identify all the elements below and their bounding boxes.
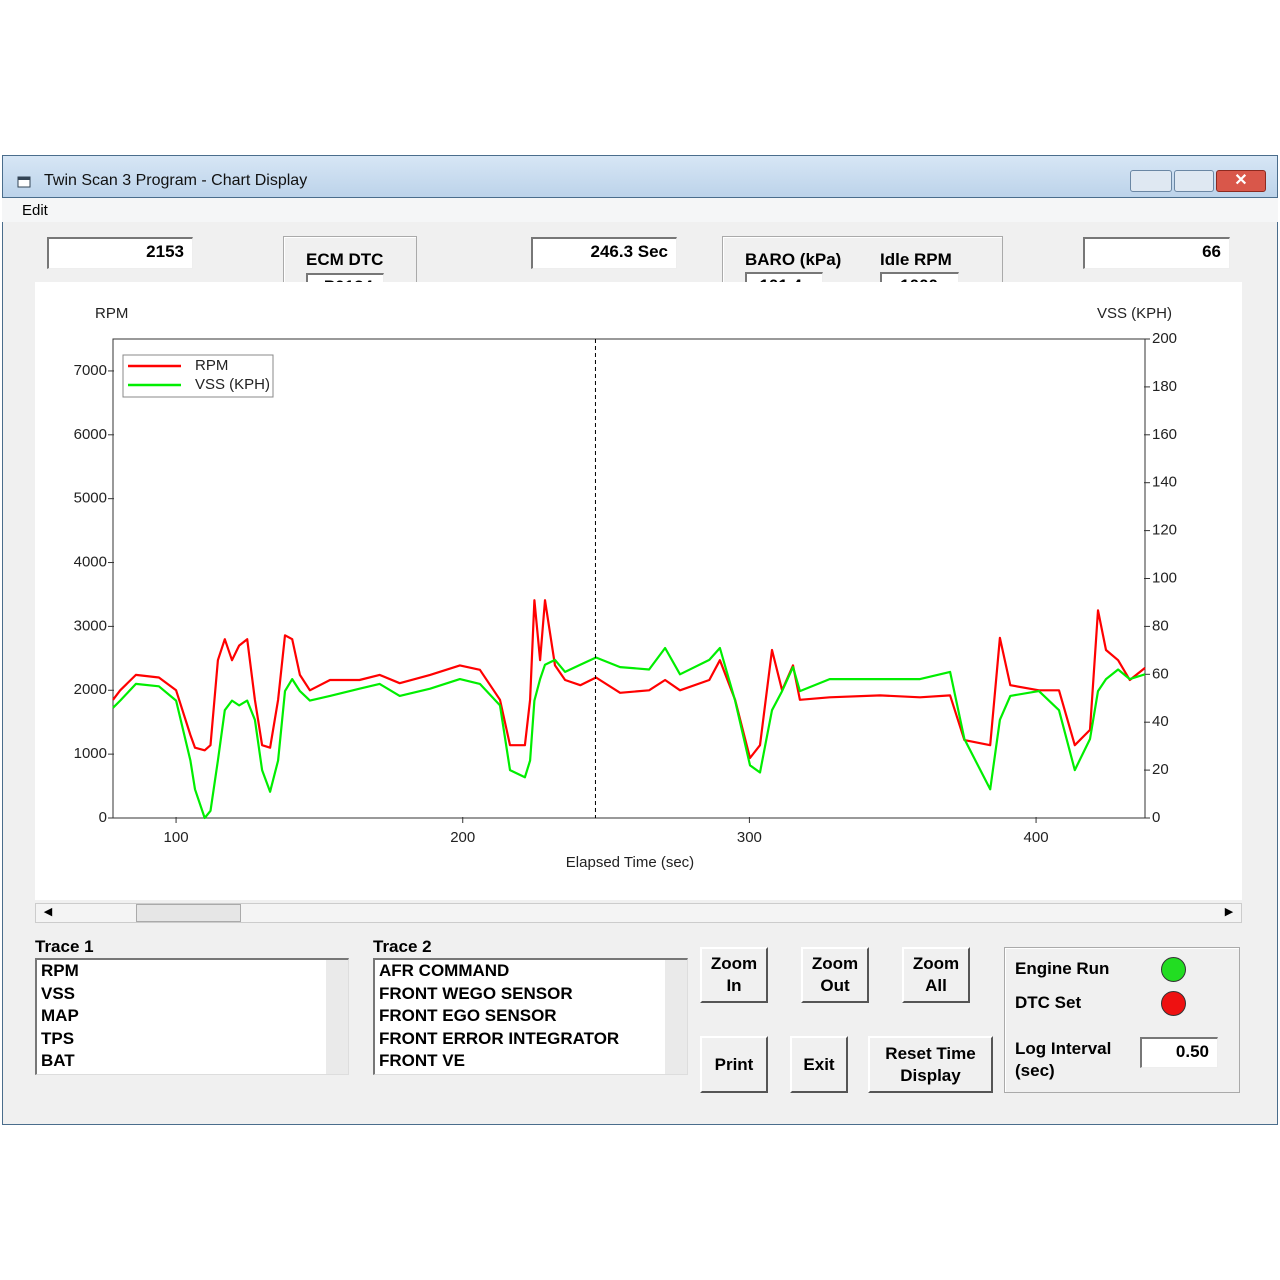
- print-button[interactable]: Print: [700, 1036, 768, 1093]
- trace1-list[interactable]: RPM VSS MAP TPS BAT: [35, 958, 349, 1075]
- list-item[interactable]: FRONT VE: [379, 1051, 465, 1070]
- list-scrollbar[interactable]: [326, 960, 348, 1074]
- maximize-button[interactable]: [1174, 170, 1214, 192]
- y-axis-label: RPM: [95, 305, 128, 322]
- scrollbar[interactable]: ◀ ▶: [35, 903, 1242, 923]
- scroll-thumb[interactable]: [136, 904, 241, 922]
- y2-tick-label: 200: [1152, 330, 1177, 347]
- y-tick-label: 4000: [74, 554, 107, 571]
- dtc-set-label: DTC Set: [1015, 993, 1082, 1012]
- list-item[interactable]: RPM: [41, 961, 79, 980]
- menu-bar: Edit: [2, 198, 1278, 222]
- x-tick-label: 300: [737, 829, 762, 846]
- exit-button[interactable]: Exit: [790, 1036, 848, 1093]
- close-button[interactable]: ✕: [1216, 170, 1266, 192]
- log-interval-input[interactable]: 0.50: [1140, 1037, 1218, 1068]
- y2-tick-label: 40: [1152, 713, 1169, 730]
- series-line: [112, 599, 1146, 760]
- list-item[interactable]: FRONT ERROR INTEGRATOR: [379, 1028, 620, 1048]
- list-scrollbar[interactable]: [665, 960, 687, 1074]
- time-readout: 246.3 Sec: [531, 237, 677, 269]
- legend-box: [122, 354, 274, 398]
- app-icon: [17, 176, 31, 188]
- list-item[interactable]: FRONT WEGO SENSOR: [379, 983, 573, 1003]
- baro-label: BARO (kPa): [745, 250, 842, 269]
- series-line: [112, 646, 1146, 820]
- legend-label: RPM: [195, 357, 228, 374]
- window-title: Twin Scan 3 Program - Chart Display: [44, 172, 308, 189]
- zoom-out-button[interactable]: Zoom Out: [801, 947, 869, 1003]
- x-tick-label: 200: [450, 829, 475, 846]
- trace1-readout: 2153: [47, 237, 193, 269]
- idle-rpm-label: Idle RPM: [880, 250, 952, 269]
- scroll-left[interactable]: ◀: [43, 906, 53, 918]
- zoom-all-button[interactable]: Zoom All: [902, 947, 970, 1003]
- status-group: [1004, 947, 1240, 1093]
- engine-run-label: Engine Run: [1015, 959, 1110, 978]
- y2-tick-label: 0: [1152, 809, 1160, 826]
- y2-tick-label: 20: [1152, 761, 1169, 778]
- y2-tick-label: 160: [1152, 426, 1177, 443]
- list-item[interactable]: VSS: [41, 983, 76, 1003]
- y-tick-label: 1000: [74, 745, 107, 762]
- log-interval-label: Log Interval (sec): [1015, 1039, 1112, 1080]
- trace1-label: Trace 1: [35, 937, 94, 956]
- y2-tick-label: 80: [1152, 617, 1169, 634]
- y2-tick-label: 140: [1152, 474, 1177, 491]
- list-item[interactable]: BAT: [41, 1051, 75, 1070]
- list-item[interactable]: MAP: [41, 1006, 79, 1025]
- y-tick-label: 6000: [74, 426, 107, 443]
- y-tick-label: 0: [99, 809, 107, 826]
- title-bar: [2, 155, 1278, 198]
- list-item[interactable]: FRONT EGO SENSOR: [379, 1006, 557, 1025]
- x-tick-label: 400: [1024, 829, 1049, 846]
- y2-tick-label: 120: [1152, 522, 1177, 539]
- engine-run-indicator: [1161, 957, 1186, 982]
- y-tick-label: 5000: [74, 490, 107, 507]
- y2-axis-label: VSS (KPH): [1097, 305, 1172, 322]
- dtc-set-indicator: [1161, 991, 1186, 1016]
- menu-item[interactable]: Edit: [22, 202, 48, 219]
- y-tick-label: 7000: [74, 362, 107, 379]
- minimize-button[interactable]: [1130, 170, 1172, 192]
- zoom-in-button[interactable]: Zoom In: [700, 947, 768, 1003]
- x-axis-label: Elapsed Time (sec): [566, 854, 694, 871]
- chart: RPM VSS (KPH)Elapsed Time (sec)0100020003…: [35, 282, 1242, 900]
- trace2-readout: 66: [1083, 237, 1230, 269]
- legend-label: VSS (KPH): [195, 376, 270, 393]
- trace2-label: Trace 2: [373, 937, 432, 956]
- list-item[interactable]: TPS: [41, 1028, 75, 1048]
- trace2-list[interactable]: AFR COMMAND FRONT WEGO SENSOR FRONT EGO SE…: [373, 958, 688, 1075]
- reset-time-button[interactable]: Reset Time Display: [868, 1036, 993, 1093]
- window-controls: ✕: [1130, 170, 1267, 192]
- y2-tick-label: 180: [1152, 378, 1177, 395]
- y2-tick-label: 100: [1152, 569, 1177, 586]
- y-tick-label: 3000: [74, 617, 107, 634]
- y-tick-label: 2000: [74, 681, 107, 698]
- scroll-right[interactable]: ▶: [1224, 906, 1234, 918]
- y2-tick-label: 60: [1152, 665, 1169, 682]
- ecm-dtc-label: ECM DTC: [306, 250, 384, 269]
- x-tick-label: 100: [164, 829, 189, 846]
- list-item[interactable]: AFR COMMAND: [379, 961, 510, 980]
